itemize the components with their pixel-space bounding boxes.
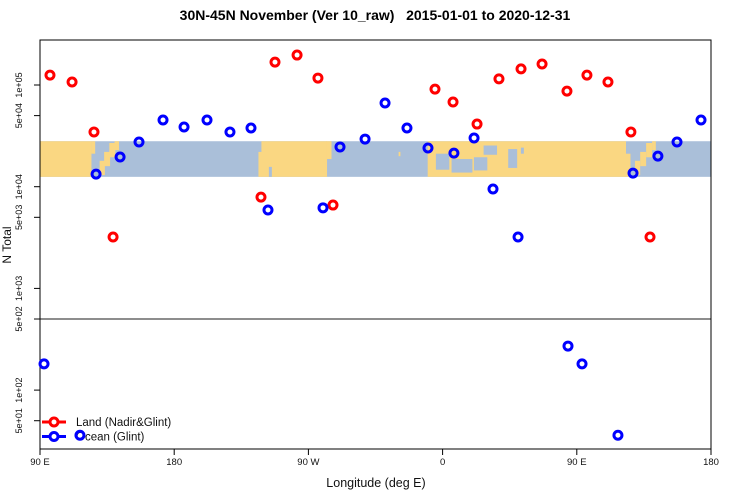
land-japan-hokkaido [114, 141, 120, 151]
data-point [695, 114, 707, 126]
data-point [471, 118, 483, 130]
y-tick-label: 5e+01 [14, 408, 24, 433]
data-point [468, 132, 480, 144]
data-point [448, 147, 460, 159]
land-japan-north-honshu [109, 143, 116, 158]
x-tick-label: 180 [703, 457, 719, 468]
x-tick-label: 180 [166, 457, 182, 468]
data-point [90, 168, 102, 180]
x-tick-label: 90 W [297, 457, 319, 468]
data-point [612, 429, 624, 441]
sea-west-mediterranean [435, 153, 450, 170]
data-point [269, 56, 281, 68]
data-point [327, 199, 339, 211]
land-japan2-hokkaido [652, 141, 656, 151]
chart-title: 30N-45N November (Ver 10_raw) 2015-01-01… [179, 7, 571, 23]
data-point [627, 167, 639, 179]
sea-central-mediterranean [451, 159, 473, 173]
data-point [291, 49, 303, 61]
y-tick-label: 1e+04 [14, 174, 24, 199]
data-point [379, 97, 391, 109]
land-primorye-coast [91, 141, 96, 154]
data-point [114, 151, 126, 163]
data-point [157, 114, 169, 126]
data-point [644, 231, 656, 243]
data-point [562, 340, 574, 352]
data-point [602, 76, 614, 88]
x-tick-label: 0 [440, 457, 445, 468]
data-point [625, 126, 637, 138]
data-point [224, 126, 236, 138]
land-east-asia [40, 141, 92, 177]
sea-aral-sea [520, 147, 524, 154]
legend-label: Land (Nadir&Glint) [76, 417, 171, 429]
data-point [671, 136, 683, 148]
x-axis-title: Longitude (deg E) [326, 476, 425, 490]
land-japan2-north [646, 143, 653, 158]
land-japan2-honshu [640, 151, 647, 167]
data-point [44, 69, 56, 81]
data-point [38, 358, 50, 370]
x-tick-label: 90 E [30, 457, 50, 468]
plot-box [39, 39, 712, 450]
data-point [178, 121, 190, 133]
land-japan-honshu [104, 151, 111, 167]
data-point [245, 122, 257, 134]
data-point [652, 150, 664, 162]
data-point [576, 358, 588, 370]
data-point [429, 83, 441, 95]
plot-generated: 90 E 180 90 W 0 90 E 180 1e+05 5e+04 1e+04 5e+03 1… [14, 39, 719, 468]
data-point [359, 133, 371, 145]
y-tick-label: 5e+04 [14, 103, 24, 128]
data-point [512, 231, 524, 243]
legend-label: Ocean (Glint) [76, 432, 145, 444]
y-tick-label: 1e+02 [14, 377, 24, 402]
y-tick-label: 1e+05 [14, 72, 24, 97]
data-point [262, 204, 274, 216]
data-point [317, 202, 329, 214]
x-tick-label: 90 E [567, 457, 587, 468]
legend-marker [48, 416, 60, 428]
data-point [401, 122, 413, 134]
sea-gulf-of-california [268, 166, 272, 177]
data-point [88, 126, 100, 138]
land-japan-kyushu [99, 160, 105, 176]
data-point [66, 76, 78, 88]
sea-caspian-sea [508, 149, 518, 168]
y-tick-label: 5e+03 [14, 205, 24, 230]
data-point [107, 231, 119, 243]
land-north-america [261, 141, 328, 177]
land-korea [625, 153, 631, 177]
data-point [334, 141, 346, 153]
data-point [255, 191, 267, 203]
data-point [581, 69, 593, 81]
land-azores [398, 151, 401, 157]
data-point [515, 63, 527, 75]
sea-black-sea [483, 145, 498, 155]
data-point [74, 429, 86, 441]
y-tick-label: 1e+03 [14, 276, 24, 301]
data-point [487, 183, 499, 195]
data-point [133, 136, 145, 148]
land-na-northeast [326, 141, 332, 160]
land-japan2-kyushu [634, 160, 641, 176]
sea-east-mediterranean [473, 157, 488, 171]
data-point [493, 73, 505, 85]
data-point [312, 72, 324, 84]
land-na-west-coast [258, 151, 263, 177]
y-axis-title: N Total [0, 226, 14, 263]
data-point [422, 142, 434, 154]
data-point [447, 96, 459, 108]
data-point [561, 85, 573, 97]
y-tick-label: 5e+02 [14, 306, 24, 331]
data-point [201, 114, 213, 126]
data-point [536, 58, 548, 70]
legend-marker [48, 431, 60, 442]
